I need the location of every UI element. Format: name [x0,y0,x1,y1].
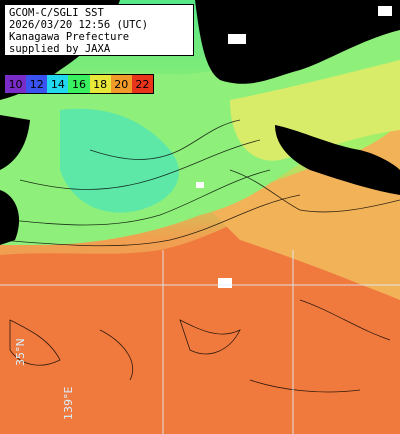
colorbar-segment-20: 20 [110,75,132,93]
title-region: Kanagawa Prefecture [9,31,130,43]
colorbar-segment-18: 18 [89,75,111,93]
land-west-low [0,190,20,245]
colorbar-segment-12: 12 [26,75,48,93]
yellow-water [230,60,400,161]
colorbar-segment-16: 16 [68,75,90,93]
title-product: GCOM-C/SGLI SST [9,7,104,19]
land-north [195,0,400,84]
title-credit: supplied by JAXA [9,43,111,55]
lat-label: 35°N [14,338,27,366]
graticule [0,250,400,434]
cloud-4 [378,6,392,16]
title-box: GCOM-C/SGLI SST 2026/03/20 12:56 (UTC) K… [4,4,194,56]
cloud-2 [218,278,232,288]
colorbar-segment-14: 14 [47,75,69,93]
land-west-mid [0,115,30,170]
colorbar-segment-10: 10 [5,75,27,93]
sst-colorbar: 10 12 14 16 18 20 22 [4,74,154,94]
cyan-water [60,108,179,213]
cloud-3 [196,182,204,188]
cloud-1 [228,34,246,44]
land-east [275,125,400,195]
colorbar-segment-22: 22 [131,75,153,93]
title-datetime: 2026/03/20 12:56 (UTC) [9,19,149,31]
lon-label: 139°E [62,386,75,420]
contours [0,119,400,393]
